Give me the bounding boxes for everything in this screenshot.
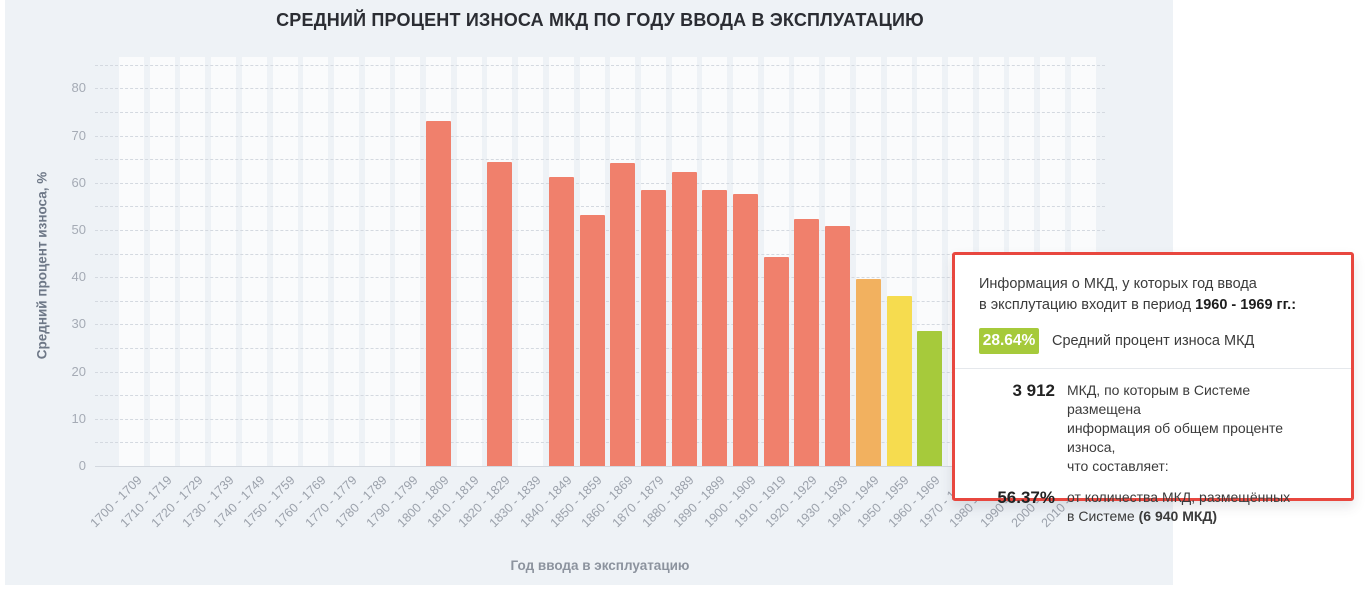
gridline: [95, 112, 1105, 113]
gridline: [95, 64, 1105, 66]
bar-1820-1829[interactable]: [487, 161, 513, 466]
plot-column-stripe: [364, 57, 390, 466]
tooltip: Информация о МКД, у которых год ввода в …: [952, 252, 1354, 524]
y-tick-label: 10: [71, 410, 86, 426]
share-percent-value: 56.37%: [997, 488, 1055, 507]
y-tick-label: 40: [71, 269, 86, 285]
y-tick-label: 50: [71, 222, 86, 237]
bar-1960-1969[interactable]: [917, 330, 943, 466]
tooltip-period: 1960 - 1969 гг.:: [1195, 297, 1297, 313]
bar-1840-1849[interactable]: [548, 176, 574, 466]
plot-column-stripe: [518, 57, 544, 466]
bar-1850-1859[interactable]: [579, 214, 605, 466]
plot-column-stripe: [456, 57, 482, 466]
tooltip-header-line1: Информация о МКД, у которых год ввода: [979, 276, 1257, 292]
y-tick-label: 30: [71, 316, 86, 332]
x-axis-title: Год ввода в эксплуатацию: [510, 558, 690, 573]
plot-column-stripe: [119, 57, 144, 466]
bar-1870-1879[interactable]: [640, 190, 666, 466]
plot-column-stripe: [395, 57, 421, 466]
plot-column-stripe: [211, 57, 237, 466]
y-tick-label: 70: [71, 127, 86, 143]
mkd-count-text: МКД, по которым в Системе размещена инфо…: [1067, 382, 1284, 474]
bar-1930-1939[interactable]: [825, 225, 851, 466]
y-tick-label: 20: [71, 363, 86, 379]
tooltip-stat-mkd-count: 3 912 МКД, по которым в Системе размещен…: [979, 381, 1327, 476]
tooltip-header: Информация о МКД, у которых год ввода в …: [979, 274, 1327, 316]
bar-1950-1959[interactable]: [886, 296, 912, 466]
mkd-count-value: 3 912: [1012, 381, 1055, 400]
bar-1890-1899[interactable]: [702, 189, 728, 466]
bar-1910-1919[interactable]: [763, 257, 789, 466]
plot-column-stripe: [333, 57, 359, 466]
share-percent-text: от количества МКД, размещённых в Системе…: [1067, 489, 1291, 524]
tooltip-badge-row: 28.64% Средний процент износа МКД: [979, 328, 1327, 354]
bar-1860-1869[interactable]: [610, 163, 636, 466]
x-axis-baseline: [95, 466, 1105, 467]
tooltip-stat-share: 56.37% от количества МКД, размещённых в …: [979, 488, 1327, 526]
y-tick-label: 0: [78, 458, 86, 473]
plot-column-stripe: [149, 57, 175, 466]
gridline: [95, 159, 1105, 161]
y-tick-label: 80: [71, 80, 86, 96]
tooltip-header-line2: в эксплутацию входит в период: [979, 297, 1196, 313]
bar-1800-1809[interactable]: [426, 120, 451, 466]
bar-1940-1949[interactable]: [855, 279, 881, 466]
gridline: [95, 182, 1105, 184]
chart-title: СРЕДНИЙ ПРОЦЕНТ ИЗНОСА МКД ПО ГОДУ ВВОДА…: [276, 10, 924, 30]
y-tick-label: 60: [71, 174, 86, 190]
system-total-bold: (6 940 МКД): [1138, 508, 1218, 524]
plot-column-stripe: [272, 57, 298, 466]
bar-1900-1909[interactable]: [733, 193, 758, 466]
plot-column-stripe: [180, 57, 206, 466]
wear-percent-badge: 28.64%: [979, 328, 1039, 354]
gridline: [95, 135, 1105, 137]
bar-1880-1889[interactable]: [671, 172, 697, 466]
bar-1920-1929[interactable]: [794, 218, 820, 466]
plot-column-stripe: [303, 57, 329, 466]
plot-column-stripe: [241, 57, 267, 466]
tooltip-separator: [955, 368, 1351, 369]
wear-percent-label: Средний процент износа МКД: [1052, 333, 1255, 349]
gridline: [95, 88, 1105, 90]
gridline: [95, 206, 1105, 208]
